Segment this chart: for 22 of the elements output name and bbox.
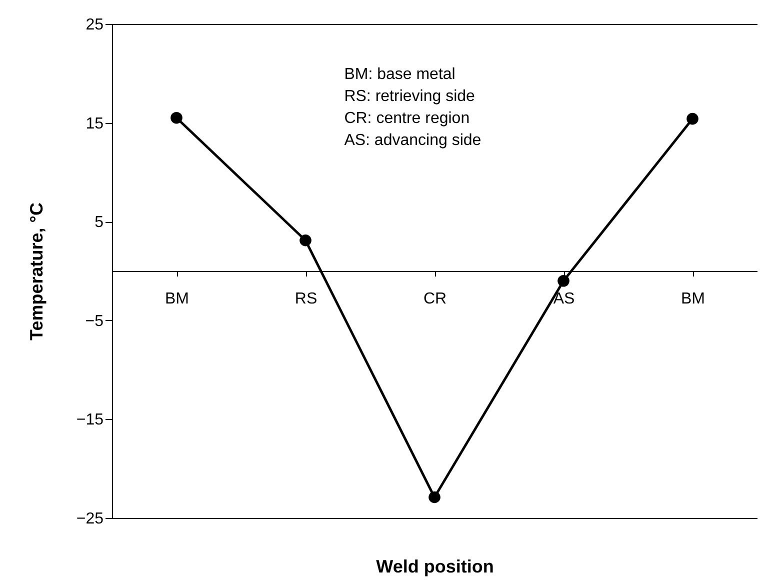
y-tick-label: 5 xyxy=(94,214,104,232)
annotation: AS: advancing side xyxy=(344,132,482,149)
annotation: RS: retrieving side xyxy=(344,88,476,105)
y-tick-label: −25 xyxy=(76,510,104,528)
point xyxy=(170,112,182,124)
point xyxy=(300,234,312,246)
x-tick-label: CR xyxy=(423,290,447,308)
y-tick-label: −5 xyxy=(85,312,104,330)
point xyxy=(428,491,440,504)
x-tick-label: RS xyxy=(294,290,318,308)
annotation: CR: centre region xyxy=(344,110,470,127)
x-tick-label: BM xyxy=(165,290,189,308)
point xyxy=(558,274,570,287)
y-tick-label: −15 xyxy=(76,412,104,429)
point xyxy=(686,112,698,125)
y-tick-label: 15 xyxy=(86,115,104,132)
annotation: BM: base metal xyxy=(344,66,456,83)
x-axis-title: Weld position xyxy=(376,556,494,576)
y-axis-title: Temperature, °C xyxy=(26,202,46,340)
x-tick-label: BM xyxy=(681,290,705,308)
y-tick-label: 25 xyxy=(86,16,104,34)
x-tick-label: AS xyxy=(553,290,575,308)
